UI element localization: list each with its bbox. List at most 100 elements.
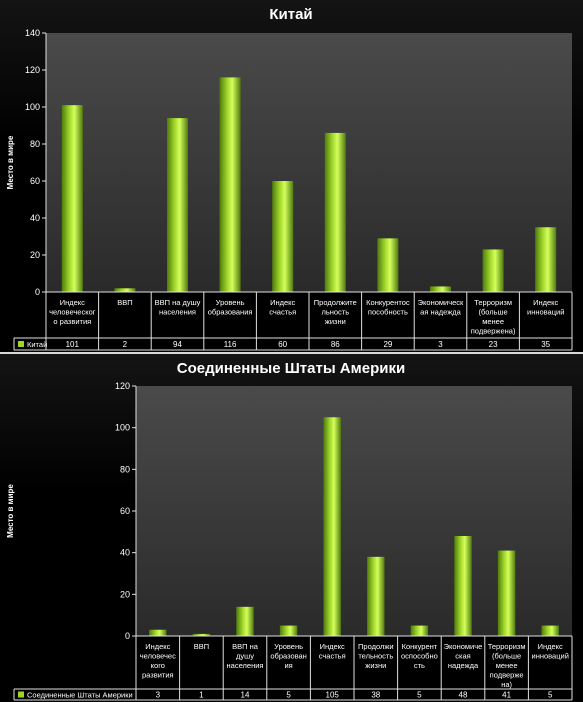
china-bar [324, 132, 346, 292]
china-data-label: 60 [278, 340, 287, 349]
china-y-tick-label: 40 [30, 213, 40, 223]
usa-category-label: сть [414, 661, 425, 670]
china-category-label: жизни [325, 317, 346, 326]
china-plot-area [46, 33, 572, 292]
china-category-label: Индекс [533, 298, 558, 307]
usa-y-tick-label: 0 [125, 631, 130, 641]
china-bar [219, 77, 241, 293]
china-data-label: 3 [438, 340, 443, 349]
usa-data-label: 3 [156, 691, 161, 700]
china-category-label: ая надежда [420, 308, 461, 317]
usa-category-label: Экономиче [444, 642, 483, 651]
usa-category-label: Индекс [320, 642, 345, 651]
china-legend-swatch [18, 341, 24, 347]
usa-category-label: подверже [490, 671, 524, 680]
china-category-label: человеческог [49, 308, 96, 317]
usa-category-label: Уровень [274, 642, 303, 651]
usa-category-label: Конкурент [402, 642, 438, 651]
china-category-label: Индекс [270, 298, 295, 307]
usa-category-label: населения [227, 661, 264, 670]
china-y-axis-label: Место в мире [6, 135, 15, 189]
usa-bar [279, 625, 298, 636]
usa-chart: Соединенные Штаты Америки 0 20 40 60 80 100 120… [6, 360, 573, 701]
usa-y-axis-label: Место в мире [6, 484, 15, 538]
usa-data-label: 14 [241, 691, 250, 700]
usa-category-label: ская [455, 652, 470, 661]
china-category-label: населения [159, 308, 196, 317]
china-y-tick-label: 120 [25, 65, 40, 75]
china-data-label: 23 [489, 340, 498, 349]
usa-y-tick-label: 100 [115, 423, 130, 433]
usa-category-label: счастья [319, 652, 346, 661]
usa-y-tick-label: 120 [115, 381, 130, 391]
china-data-label: 35 [541, 340, 550, 349]
usa-category-label: кого [151, 661, 165, 670]
usa-category-label: ВВП на [232, 642, 259, 651]
china-data-label: 29 [383, 340, 392, 349]
china-category-label: образования [208, 308, 253, 317]
usa-category-label: жизни [365, 661, 386, 670]
china-category-label: о развития [53, 317, 91, 326]
usa-bar [323, 417, 341, 636]
usa-bar [541, 625, 559, 636]
usa-data-label: 48 [459, 691, 468, 700]
china-category-label: Экономическ [418, 298, 464, 307]
china-category-label: ВВП [117, 298, 132, 307]
china-bar [429, 286, 452, 292]
china-category-label: (больше [478, 308, 507, 317]
usa-category-label: инноваций [532, 652, 569, 661]
usa-y-tick-label: 40 [120, 548, 130, 558]
usa-category-label: Продолжи [358, 642, 394, 651]
usa-data-label: 41 [502, 691, 511, 700]
usa-y-tick-label: 60 [120, 506, 130, 516]
china-data-label: 116 [224, 340, 237, 349]
china-data-label: 101 [66, 340, 80, 349]
china-category-label: инноваций [527, 308, 564, 317]
usa-category-label: Индекс [538, 642, 563, 651]
china-bar [166, 118, 189, 292]
usa-category-label: Индекс [145, 642, 170, 651]
china-legend-label: Китай [27, 340, 47, 349]
usa-category-label: оспособно [401, 652, 438, 661]
usa-category-label: менее [496, 661, 518, 670]
usa-data-label: 1 [199, 691, 204, 700]
china-data-label: 2 [123, 340, 128, 349]
china-chart: Китай 0 20 40 60 80 100 120 140 Место в мире Индек… [6, 6, 573, 351]
china-bar [535, 227, 557, 292]
usa-bar [454, 536, 472, 636]
usa-bar [192, 633, 211, 636]
china-category-label: менее [482, 317, 504, 326]
china-category-label: ВВП на душу [155, 298, 201, 307]
usa-category-label: душу [236, 652, 254, 661]
usa-data-label: 5 [548, 691, 553, 700]
usa-bar [236, 606, 254, 636]
usa-y-tick-label: 80 [120, 464, 130, 474]
china-chart-title: Китай [269, 6, 312, 23]
usa-bar [367, 556, 385, 636]
china-y-tick-label: 140 [25, 28, 40, 38]
usa-category-label: Терроризм [488, 642, 526, 651]
china-chart-panel: Китай 0 20 40 60 80 100 120 140 Место в мире Индек… [0, 0, 583, 352]
china-y-tick-label: 80 [30, 139, 40, 149]
usa-data-label: 38 [371, 691, 380, 700]
china-data-label: 86 [331, 340, 340, 349]
china-category-label: счастья [269, 308, 296, 317]
usa-chart-title: Соединенные Штаты Америки [177, 360, 405, 377]
china-category-label: льность [321, 308, 349, 317]
china-bar [114, 288, 136, 292]
usa-category-label: надежда [448, 661, 479, 670]
china-y-tick-label: 100 [25, 102, 40, 112]
usa-data-label: 105 [326, 691, 340, 700]
china-bar [61, 105, 83, 293]
usa-data-label: 5 [417, 691, 422, 700]
china-bar [482, 249, 504, 292]
china-y-tick-label: 0 [35, 287, 40, 297]
usa-category-label: ия [284, 661, 292, 670]
china-category-label: Терроризм [474, 298, 512, 307]
china-category-label: Уровень [216, 298, 245, 307]
usa-bar [497, 550, 516, 636]
usa-data-label: 5 [286, 691, 291, 700]
china-data-label: 94 [173, 340, 182, 349]
china-category-label: пособность [368, 308, 408, 317]
usa-category-label: образован [270, 652, 306, 661]
